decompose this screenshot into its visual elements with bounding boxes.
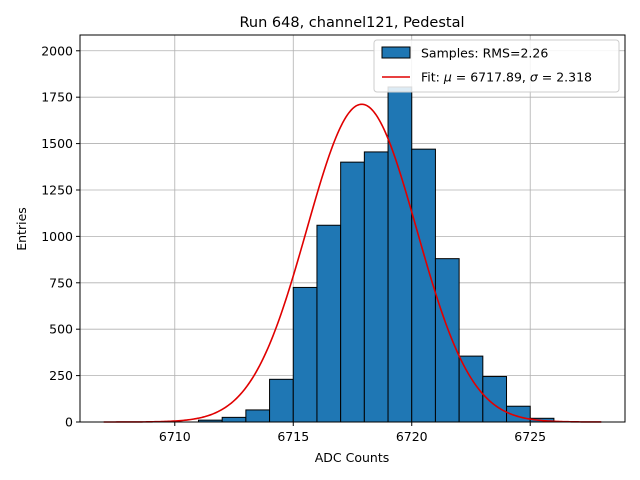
legend-box bbox=[373, 39, 620, 93]
y-tick-label: 2000 bbox=[41, 43, 73, 58]
x-tick-label: 6710 bbox=[159, 429, 191, 444]
histogram-bar bbox=[316, 224, 342, 423]
legend-fit-mu-symbol: μ bbox=[443, 70, 452, 85]
histogram-bar bbox=[411, 148, 436, 423]
legend-fit-label: Fit: μ = 6717.89, σ = 2.318 bbox=[421, 70, 592, 85]
legend-fit-sigma-symbol: σ bbox=[530, 70, 539, 85]
histogram-bar bbox=[363, 151, 389, 423]
legend-fit-sigma-value: = 2.318 bbox=[538, 70, 592, 85]
y-axis-ticks: 0 250 500 750 1000 1250 1500 1750 2000 bbox=[41, 43, 80, 430]
legend-bar-swatch bbox=[381, 46, 411, 59]
x-tick-label: 6720 bbox=[396, 429, 428, 444]
x-tick-label: 6725 bbox=[514, 429, 546, 444]
y-tick-label: 1000 bbox=[41, 229, 73, 244]
x-axis-label: ADC Counts bbox=[315, 450, 390, 465]
legend-fit-prefix: Fit: bbox=[421, 70, 444, 85]
y-tick-label: 1750 bbox=[41, 90, 73, 105]
y-tick-label: 250 bbox=[49, 368, 73, 383]
histogram-bars bbox=[197, 86, 555, 423]
fit-curve-layer bbox=[103, 103, 602, 423]
plot-frame bbox=[79, 34, 626, 423]
y-tick-label: 500 bbox=[49, 322, 73, 337]
legend-fit-mu-value: = 6717.89, bbox=[452, 70, 530, 85]
histogram-bar bbox=[292, 286, 318, 423]
y-tick-label: 0 bbox=[65, 415, 73, 430]
x-tick-label: 6715 bbox=[277, 429, 309, 444]
legend-samples-label: Samples: RMS=2.26 bbox=[421, 46, 548, 61]
chart-title: Run 648, channel121, Pedestal bbox=[239, 15, 464, 31]
histogram-bar bbox=[221, 416, 247, 423]
y-axis-label: Entries bbox=[14, 207, 29, 251]
histogram-bar bbox=[269, 378, 294, 423]
histogram-bar bbox=[245, 409, 271, 423]
y-tick-label: 1250 bbox=[41, 182, 73, 197]
histogram-bar bbox=[434, 258, 460, 423]
x-axis-ticks: 6710 6715 6720 6725 bbox=[159, 422, 546, 444]
histogram-bar bbox=[387, 86, 413, 423]
histogram-bar bbox=[482, 376, 508, 423]
y-tick-label: 750 bbox=[49, 275, 73, 290]
y-tick-label: 1500 bbox=[41, 136, 73, 151]
legend: Samples: RMS=2.26 Fit: μ = 6717.89, σ = … bbox=[373, 39, 620, 93]
histogram-bar bbox=[340, 161, 365, 423]
fit-curve bbox=[103, 103, 602, 423]
